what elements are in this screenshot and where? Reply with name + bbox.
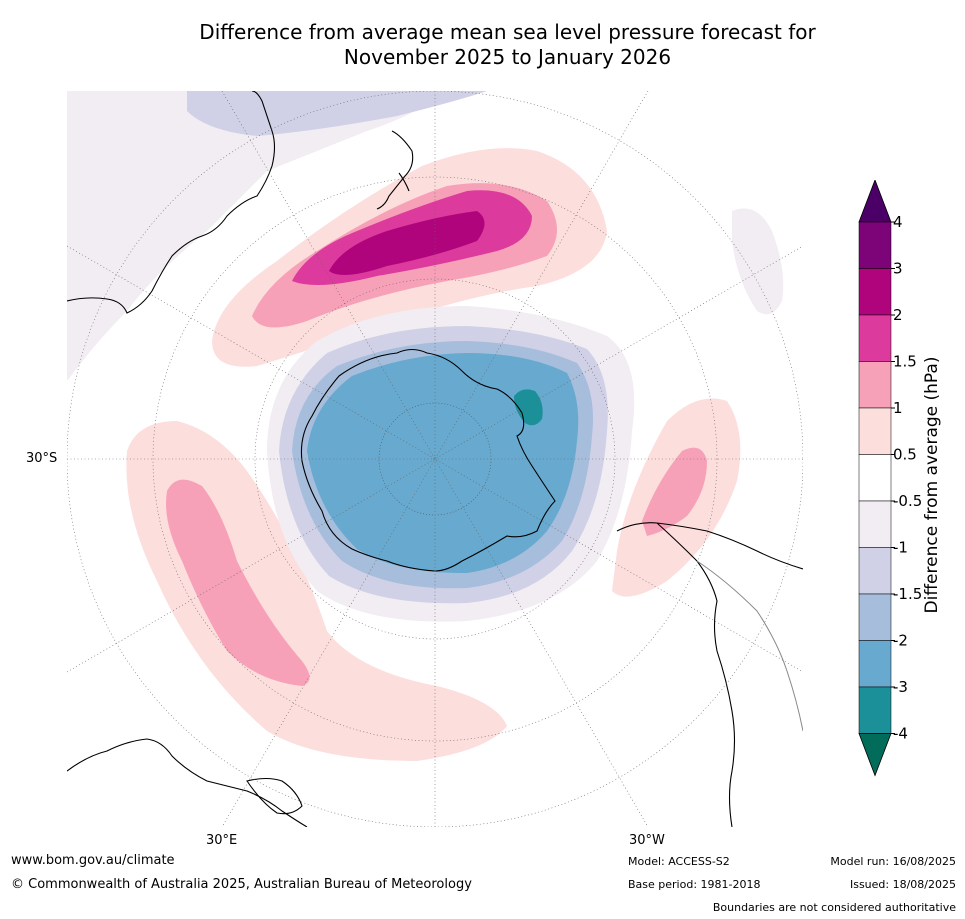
colorbar-extend-min [858, 733, 892, 777]
colorbar-segment [858, 361, 892, 409]
colorbar: 4 3 2 1.5 1 0.5 -0.5 -1 -1.5 -2 -3 -4 [855, 178, 965, 785]
anomaly-positive-east-1-5 [642, 447, 707, 536]
anomaly-weak-negative-east [732, 208, 784, 315]
colorbar-segment [858, 314, 892, 362]
colorbar-svg: 4 3 2 1.5 1 0.5 -0.5 -1 -1.5 -2 -3 -4 [858, 178, 922, 777]
colorbar-segment [858, 268, 892, 316]
anomaly-negative-antarctica-2 [307, 353, 579, 574]
colorbar-segment [858, 500, 892, 548]
colorbar-segment [858, 593, 892, 641]
colorbar-tick-label: -0.5 [893, 492, 922, 510]
latitude-label-30s: 30°S [26, 451, 58, 466]
colorbar-tick-label: -1.5 [893, 585, 922, 603]
base-period: Base period: 1981-2018 [628, 878, 761, 891]
colorbar-tick-label: 1.5 [893, 353, 917, 371]
anomaly-positive-west-band [126, 421, 507, 761]
colorbar-tick-label: 4 [893, 213, 903, 231]
copyright-notice: © Commonwealth of Australia 2025, Austra… [11, 877, 472, 892]
colorbar-segment [858, 407, 892, 455]
colorbar-tick-label: -4 [893, 725, 908, 743]
colorbar-segment [858, 547, 892, 595]
colorbar-tick-label: -1 [893, 539, 908, 557]
colorbar-tick-label: 2 [893, 306, 903, 324]
model-run-date: Model run: 16/08/2025 [830, 855, 956, 868]
new-zealand-coastline [376, 130, 414, 210]
pressure-anomaly-map [67, 91, 803, 827]
andes-boundary [696, 560, 803, 732]
chart-title: Difference from average mean sea level p… [150, 20, 865, 70]
anomaly-negative-antarctica-3 [514, 389, 543, 426]
title-line-2: November 2025 to January 2026 [343, 45, 672, 69]
colorbar-tick-label: 3 [893, 260, 903, 278]
australia-coastline [67, 91, 276, 314]
colorbar-segment [858, 221, 892, 269]
boundaries-disclaimer: Boundaries are not considered authoritat… [712, 901, 956, 914]
anomaly-positive-north-3 [329, 211, 485, 275]
anomaly-weak-negative-northwest [67, 91, 437, 381]
colorbar-extend-max [858, 178, 892, 223]
colorbar-tick-label: -3 [893, 678, 908, 696]
antarctica-coastline [300, 348, 556, 572]
title-line-1: Difference from average mean sea level p… [199, 20, 816, 44]
longitude-label-30w: 30°W [629, 833, 665, 848]
map-canvas [67, 91, 803, 827]
model-name: Model: ACCESS-S2 [628, 855, 730, 868]
longitude-label-30e: 30°E [206, 833, 238, 848]
colorbar-tick-label: -2 [893, 632, 908, 650]
colorbar-segment [858, 454, 892, 502]
madagascar-coastline [246, 777, 303, 815]
website-url[interactable]: www.bom.gov.au/climate [11, 853, 175, 868]
colorbar-title: Difference from average (hPa) [922, 356, 942, 614]
issued-date: Issued: 18/08/2025 [849, 878, 956, 891]
graticule [67, 91, 803, 827]
colorbar-segment [858, 686, 892, 734]
colorbar-tick-label: 0.5 [893, 446, 917, 464]
africa-coastline [67, 738, 308, 827]
anomaly-positive-west-1-5 [166, 479, 310, 686]
colorbar-segment [858, 640, 892, 688]
colorbar-tick-label: 1 [893, 399, 903, 417]
